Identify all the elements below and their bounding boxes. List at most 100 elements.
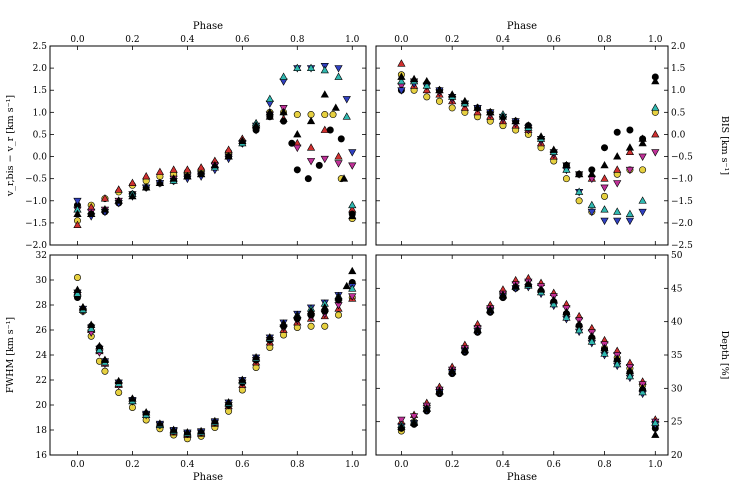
data-point: [169, 174, 178, 182]
y-tick-label: 0.0: [33, 153, 48, 163]
y-axis-label: FWHM [km s⁻¹]: [5, 317, 16, 393]
data-point: [638, 153, 647, 161]
y-axis-label: v_r,bis − v_r [km s⁻¹]: [5, 95, 16, 197]
y-tick-label: −2.5: [671, 241, 693, 251]
data-point: [549, 145, 558, 153]
data-point: [600, 343, 609, 352]
data-point: [587, 200, 596, 209]
y-tick-label: 18: [36, 426, 48, 436]
data-point: [601, 144, 609, 152]
y-tick-label: −1.0: [671, 175, 693, 185]
data-point: [524, 279, 533, 288]
y-tick-label: 2.0: [33, 64, 48, 74]
x-tick-label: 1.0: [648, 460, 663, 470]
x-tick-label: 0.6: [547, 35, 562, 45]
data-point: [155, 178, 165, 186]
data-point: [625, 143, 635, 151]
data-point: [613, 217, 622, 226]
x-axis-label: Phase: [193, 21, 223, 32]
data-point: [114, 185, 123, 193]
data-point: [114, 196, 123, 204]
data-point: [448, 104, 456, 112]
data-point: [638, 387, 647, 396]
y-tick-label: 30: [671, 384, 683, 394]
data-point: [575, 187, 584, 195]
data-point: [348, 293, 357, 301]
plot-frame: [49, 254, 367, 456]
data-point: [575, 319, 584, 328]
data-point: [651, 103, 660, 111]
y-tick-label: 35: [671, 351, 683, 361]
x-tick-label: 1.0: [648, 35, 663, 45]
data-point: [115, 388, 123, 396]
data-point: [73, 197, 82, 206]
data-point: [334, 65, 343, 73]
data-point: [435, 85, 444, 94]
y-axis-label: BIS [km s⁻¹]: [719, 116, 730, 175]
data-point: [321, 322, 329, 330]
data-point: [651, 149, 660, 157]
data-point: [486, 107, 495, 116]
data-point: [651, 76, 660, 85]
data-point: [625, 371, 635, 380]
data-point: [169, 165, 178, 173]
data-point: [524, 121, 533, 129]
data-point: [613, 165, 622, 173]
y-tick-label: −0.5: [25, 175, 47, 185]
data-point: [409, 74, 419, 83]
data-point: [321, 111, 329, 119]
y-tick-label: −2.0: [25, 241, 47, 251]
data-point: [95, 345, 104, 353]
data-point: [320, 125, 329, 133]
data-point: [101, 367, 109, 375]
x-axis-label: Phase: [507, 21, 537, 32]
y-tick-label: 25: [671, 418, 683, 428]
data-point: [265, 333, 274, 341]
data-point: [128, 191, 137, 200]
y-tick-label: −1.0: [25, 197, 47, 207]
x-axis-label: Phase: [193, 472, 223, 483]
data-point: [78, 303, 88, 311]
data-point: [320, 90, 329, 98]
data-point: [613, 128, 621, 136]
x-tick-label: 0.2: [125, 460, 139, 470]
data-point: [265, 107, 274, 116]
data-point: [625, 366, 635, 374]
y-tick-label: 20: [671, 451, 683, 461]
data-point: [549, 299, 558, 308]
data-markers: [73, 62, 357, 228]
panel-top-left: 0.0 0.2 0.4 0.6 0.8 1.0 −2.0 −1.5 −1.0 −0.5 0.0 0.5…: [5, 21, 367, 251]
data-point: [587, 331, 596, 340]
y-tick-label: 1.0: [33, 108, 48, 118]
y-tick-label: 26: [36, 326, 48, 336]
y-tick-label: 50: [671, 251, 683, 261]
data-point: [306, 306, 316, 315]
data-point: [638, 196, 647, 204]
data-point: [279, 107, 288, 116]
y-tick-label: 0.5: [671, 108, 686, 118]
data-point: [331, 103, 340, 111]
panel-bottom-left: 0.0 0.2 0.4 0.6 0.8 1.0 16 18 20 22 24 26 28 30 32 Phas…: [5, 251, 367, 483]
data-point: [625, 217, 635, 226]
data-point: [306, 143, 316, 151]
data-point: [293, 63, 302, 72]
data-point: [280, 117, 288, 125]
data-markers: [73, 266, 357, 443]
data-point: [638, 383, 647, 392]
data-point: [448, 90, 457, 98]
data-point: [224, 145, 233, 153]
x-tick-label: 0.8: [290, 460, 305, 470]
panel-bottom-right: 0.0 0.2 0.4 0.6 0.8 1.0 20 25 30 35 40 45 50 Phase Dep…: [375, 251, 730, 483]
data-point: [422, 76, 431, 85]
data-point: [342, 96, 351, 104]
data-point: [613, 180, 622, 188]
y-tick-label: 16: [36, 451, 48, 461]
data-point: [409, 418, 419, 426]
data-point: [397, 87, 406, 95]
data-point: [293, 130, 302, 138]
data-point: [306, 158, 316, 166]
data-point: [320, 303, 329, 311]
data-point: [128, 394, 137, 402]
data-point: [293, 111, 301, 119]
data-point: [342, 281, 351, 290]
